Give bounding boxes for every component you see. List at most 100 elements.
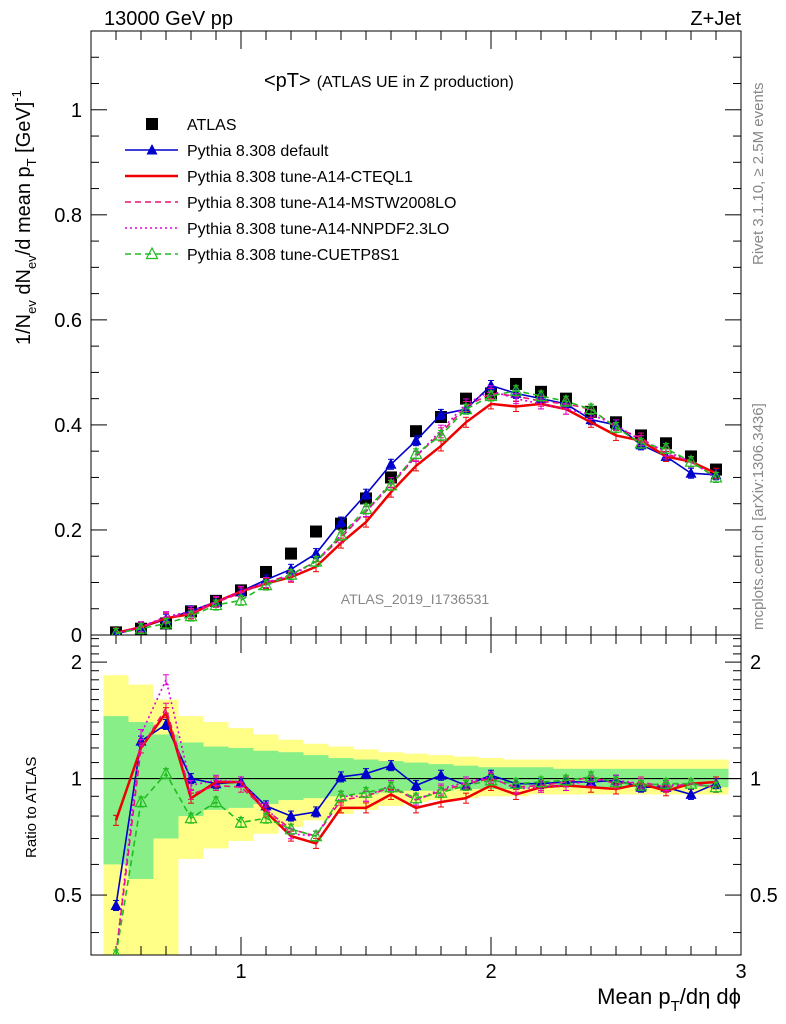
ratio-y-tick-label-right: 0.5	[750, 885, 778, 907]
ratio-inner-band-bin	[153, 734, 179, 839]
main-data-point	[209, 597, 223, 611]
ratio-data-point	[310, 805, 322, 817]
main-series-5	[111, 383, 723, 635]
main-y-tick-label: 1	[71, 100, 82, 122]
main-data-point	[685, 467, 697, 478]
legend-entry-label: Pythia 8.308 tune-A14-NNPDF2.3LO	[187, 221, 449, 238]
main-y-tick-label: 0	[71, 625, 82, 647]
ratio-data-point	[584, 769, 598, 783]
main-data-point	[509, 383, 523, 396]
main-data-point	[409, 446, 423, 459]
main-data-point	[609, 420, 623, 433]
main-data-point	[310, 547, 322, 559]
main-data-point	[284, 567, 298, 580]
legend-entry-label: Pythia 8.308 tune-A14-MSTW2008LO	[187, 195, 456, 212]
ratio-data-point	[259, 810, 273, 824]
main-data-point	[534, 388, 548, 402]
ratio-data-point	[634, 778, 648, 791]
main-data-point	[334, 527, 348, 541]
ratio-data-point	[360, 767, 372, 779]
main-data-point	[134, 621, 148, 634]
ratio-data-point	[684, 776, 698, 789]
ratio-data-point	[709, 779, 723, 793]
main-data-point	[659, 441, 673, 454]
ratio-data-point	[384, 779, 398, 793]
ratio-uncertainty-bands	[103, 675, 729, 955]
ratio-data-point	[385, 759, 397, 771]
main-data-point	[234, 593, 248, 606]
ratio-y-tick-label-right: 1	[750, 769, 761, 791]
ratio-x-tick-label: 3	[735, 961, 746, 983]
rivet-version-text: Rivet 3.1.10, ≥ 2.5M events	[750, 83, 767, 266]
legend-entry-label: Pythia 8.308 tune-A14-CTEQL1	[187, 169, 413, 186]
ratio-data-point	[609, 774, 623, 788]
ratio-data-point	[410, 779, 422, 790]
ratio-data-point	[434, 785, 448, 798]
ratio-data-point	[184, 810, 198, 824]
main-data-point	[434, 428, 448, 441]
ratio-data-point	[112, 947, 120, 955]
legend-entry-label: Pythia 8.308 tune-CUETP8S1	[187, 247, 400, 264]
main-data-point	[335, 516, 347, 527]
main-data-point	[634, 436, 648, 449]
ratio-plot-axes: 1 2 3 0.5 0.5 1 1 2 2	[54, 635, 778, 983]
ratio-y-tick-label: 2	[71, 652, 82, 674]
ratio-data-point	[534, 774, 548, 788]
ratio-inner-band-bin	[103, 716, 129, 865]
ratio-data-point	[335, 770, 347, 782]
main-y-axis-label: 1/Nev dNev/d mean pT [GeV]-1	[9, 90, 39, 345]
main-data-point	[435, 408, 447, 419]
main-data-point	[360, 488, 372, 499]
ratio-data-point	[285, 810, 297, 821]
ratio-data-point	[409, 790, 423, 804]
analysis-watermark: ATLAS_2019_I1736531	[341, 591, 490, 607]
ratio-data-point	[284, 821, 298, 835]
main-data-point	[309, 554, 323, 567]
ratio-data-point	[234, 815, 248, 828]
main-data-point	[485, 379, 497, 391]
main-data-point	[384, 478, 398, 491]
main-data-point	[159, 616, 173, 629]
legend-entry-label: ATLAS	[187, 117, 237, 134]
ratio-inner-band-bin	[278, 752, 304, 801]
ratio-data-point	[134, 794, 148, 808]
legend-marker	[145, 246, 159, 260]
ratio-data-point	[435, 769, 447, 780]
main-plot-axes: 0 0.2 0.4 0.6 0.8 1	[54, 31, 742, 647]
ratio-data-point	[559, 772, 573, 786]
ratio-data-point	[659, 776, 673, 789]
ratio-data-point	[484, 772, 498, 786]
x-axis-label: Mean pT/dη dϕ	[597, 984, 741, 1015]
ratio-data-point	[309, 828, 323, 842]
main-data-point	[385, 458, 397, 469]
main-y-tick-label: 0.6	[54, 310, 82, 332]
main-data-point	[684, 454, 698, 467]
ratio-inner-band-bin	[303, 755, 329, 799]
ratio-data-point	[685, 788, 697, 799]
plot-title: <pT> (ATLAS UE in Z production)	[264, 70, 514, 92]
main-data-point	[584, 401, 598, 415]
ratio-data-point	[110, 899, 122, 910]
ratio-data-point	[459, 778, 473, 791]
main-data-point	[559, 393, 573, 407]
main-plot-series	[110, 377, 723, 635]
legend-marker	[146, 144, 158, 155]
ratio-x-tick-label: 2	[485, 961, 496, 983]
main-data-point	[359, 501, 373, 515]
main-data-point	[111, 626, 121, 635]
ratio-data-point	[359, 785, 373, 798]
legend-entry-label: Pythia 8.308 default	[187, 143, 329, 160]
ratio-data-point	[209, 794, 223, 808]
mcplots-reference-text: mcplots.cern.ch [arXiv:1306.3436]	[750, 403, 767, 630]
legend: ATLAS Pythia 8.308 default Pythia 8.308 tu…	[125, 117, 456, 264]
main-data-point	[310, 525, 322, 538]
main-data-point	[410, 434, 422, 446]
ratio-y-tick-label: 0.5	[54, 885, 82, 907]
main-data-point	[410, 425, 422, 438]
main-y-tick-label: 0.4	[54, 415, 82, 437]
ratio-plot-series	[110, 674, 723, 955]
header-left-text: 13000 GeV pp	[104, 8, 233, 30]
ratio-data-point	[509, 776, 523, 789]
ratio-inner-band-bin	[253, 750, 279, 804]
